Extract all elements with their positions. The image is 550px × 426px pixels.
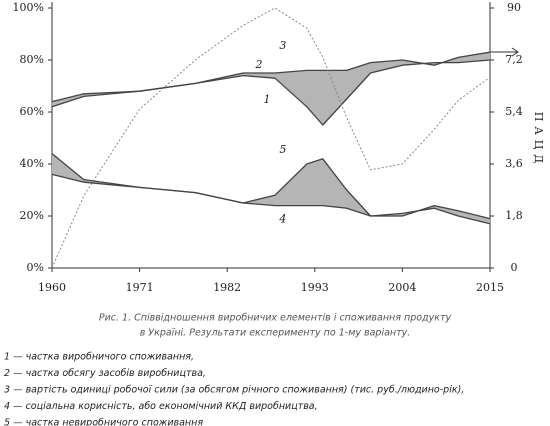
x-tick-label: 2015 bbox=[476, 281, 504, 294]
x-tick-label: 1993 bbox=[301, 281, 329, 294]
y-tick-label: 60% bbox=[20, 105, 44, 118]
legend-entry: 5 — частка невиробничого споживання bbox=[4, 418, 203, 426]
legend-entry: 3 — вартість одиниці робочої сили (за об… bbox=[4, 385, 464, 396]
y2-tick-label: 7,2 bbox=[505, 53, 523, 66]
legend-entry: 2 — частка обсягу засобів виробництва, bbox=[4, 368, 206, 379]
series-line bbox=[51, 51, 491, 103]
y-tick-label: 0% bbox=[27, 261, 44, 274]
y-tick-label: 40% bbox=[20, 157, 44, 170]
series-label: 3 bbox=[279, 39, 286, 52]
legend-entry: 4 — соціальна корисність, або економічни… bbox=[4, 401, 318, 412]
y-tick-label: 20% bbox=[20, 209, 44, 222]
series-label: 1 bbox=[263, 93, 270, 106]
arrow bbox=[490, 47, 519, 57]
x-tick-label: 1960 bbox=[38, 281, 66, 294]
x-tick-label: 1982 bbox=[213, 281, 241, 294]
y2-tick-label: 3,6 bbox=[505, 157, 523, 170]
y2-axis-label: ПАЦД bbox=[532, 112, 545, 168]
x-tick-label: 2004 bbox=[388, 281, 416, 294]
series-line bbox=[51, 153, 491, 220]
y2-tick-label: 1,8 bbox=[505, 209, 523, 222]
fill-between bbox=[52, 153, 490, 224]
y2-tick-label: 5,4 bbox=[505, 105, 523, 118]
y-tick-label: 100% bbox=[13, 1, 44, 14]
caption: Рис. 1. Співвідношення виробничих елемен… bbox=[99, 313, 452, 324]
series-label: 5 bbox=[279, 143, 286, 156]
legend-entry: 1 — частка виробничого споживання, bbox=[4, 352, 194, 363]
series-label: 4 bbox=[278, 213, 286, 226]
y2-tick-label: 0 bbox=[511, 261, 518, 274]
caption: в Україні. Результати експерименту по 1-… bbox=[140, 328, 411, 339]
y-tick-label: 80% bbox=[20, 53, 44, 66]
series-label: 2 bbox=[255, 58, 263, 71]
y2-tick-label: 90 bbox=[507, 1, 521, 14]
x-tick-label: 1971 bbox=[126, 281, 154, 294]
series-line bbox=[51, 7, 491, 269]
